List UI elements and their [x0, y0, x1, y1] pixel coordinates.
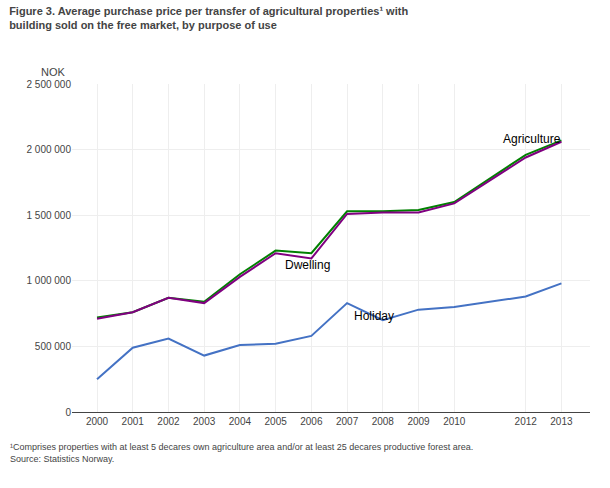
svg-text:2006: 2006	[300, 416, 323, 427]
svg-text:2005: 2005	[265, 416, 288, 427]
svg-text:2009: 2009	[407, 416, 430, 427]
svg-text:2004: 2004	[229, 416, 252, 427]
svg-text:2010: 2010	[443, 416, 466, 427]
svg-text:2012: 2012	[515, 416, 538, 427]
svg-text:Figure 3. Average purchase pri: Figure 3. Average purchase price per tra…	[9, 5, 408, 31]
svg-text:NOK: NOK	[41, 66, 66, 78]
svg-text:Agriculture: Agriculture	[503, 132, 561, 146]
svg-text:1 000 000: 1 000 000	[27, 275, 72, 286]
svg-text:2008: 2008	[372, 416, 395, 427]
svg-text:2003: 2003	[193, 416, 216, 427]
svg-text:2002: 2002	[157, 416, 180, 427]
svg-text:2000: 2000	[86, 416, 109, 427]
svg-text:500 000: 500 000	[35, 341, 72, 352]
svg-text:Holiday: Holiday	[354, 309, 394, 323]
svg-text:0: 0	[65, 407, 71, 418]
svg-text:Dwelling: Dwelling	[285, 258, 330, 272]
svg-text:2 500 000: 2 500 000	[27, 79, 72, 90]
svg-text:2013: 2013	[550, 416, 573, 427]
svg-text:¹Comprises properties with at: ¹Comprises properties with at least 5 de…	[10, 442, 473, 464]
svg-text:1 500 000: 1 500 000	[27, 210, 72, 221]
svg-text:2007: 2007	[336, 416, 359, 427]
svg-text:2001: 2001	[122, 416, 145, 427]
svg-text:2 000 000: 2 000 000	[27, 144, 72, 155]
